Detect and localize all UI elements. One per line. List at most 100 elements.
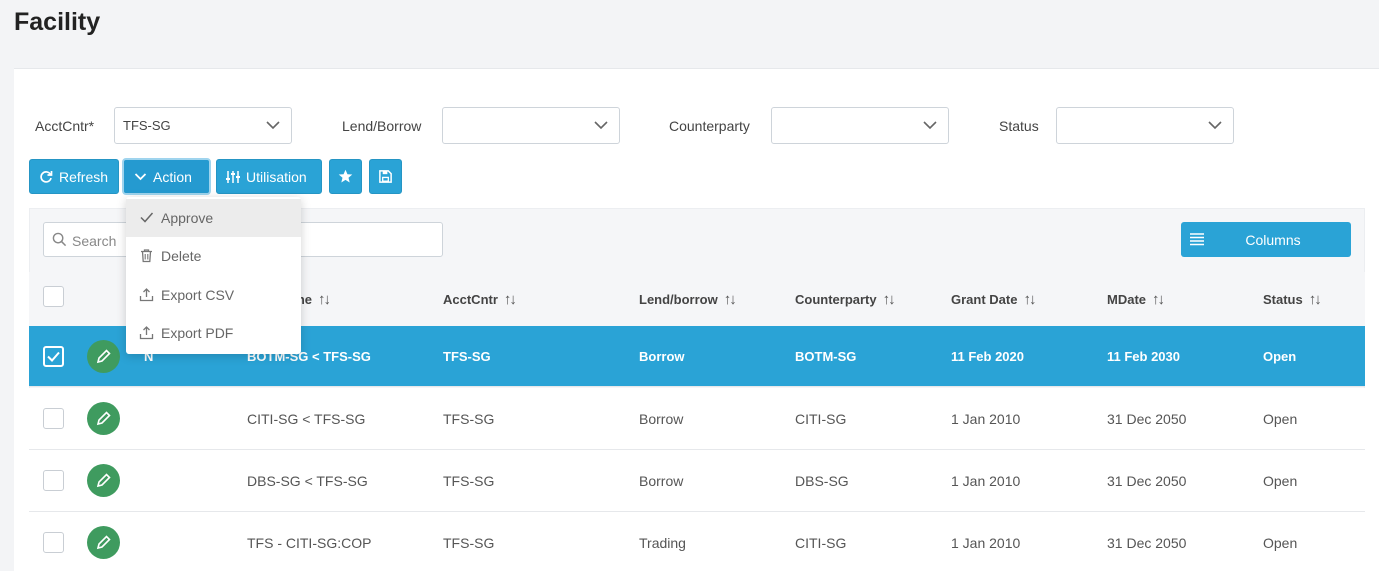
cell-acctcntr: TFS-SG — [443, 349, 491, 364]
menu-item-label: Export PDF — [161, 325, 234, 341]
column-header-acctcntr-label: AcctCntr — [443, 292, 498, 307]
row-checkbox[interactable] — [43, 408, 64, 429]
sort-icon: ↑↓ — [1308, 291, 1322, 308]
cell-counterparty: CITI-SG — [795, 411, 847, 427]
refresh-button[interactable]: Refresh — [29, 159, 119, 194]
cell-status: Open — [1263, 473, 1298, 489]
refresh-icon — [40, 170, 53, 183]
cell-grant-date: 11 Feb 2020 — [951, 349, 1024, 364]
chevron-down-icon — [923, 121, 937, 130]
upload-icon — [139, 326, 154, 340]
cell-status: Open — [1263, 349, 1297, 364]
sliders-icon — [226, 170, 240, 183]
columns-label: Columns — [1245, 232, 1301, 248]
column-header-lend-borrow[interactable]: Lend/borrow ↑↓ — [639, 291, 737, 308]
chevron-down-icon — [1208, 121, 1222, 130]
action-label: Action — [153, 168, 192, 185]
menu-item-delete[interactable]: Delete — [126, 237, 301, 275]
column-header-grant-date-label: Grant Date — [951, 292, 1018, 307]
column-header-mdate-label: MDate — [1107, 292, 1147, 307]
cell-lend-borrow: Borrow — [639, 411, 684, 427]
row-checkbox[interactable] — [43, 346, 64, 367]
cell-acctcntr: TFS-SG — [443, 411, 495, 427]
edit-button[interactable] — [87, 340, 120, 373]
search-placeholder: Search — [72, 233, 117, 249]
lend-borrow-label: Lend/Borrow — [342, 118, 422, 134]
cell-counterparty: DBS-SG — [795, 473, 849, 489]
cell-mdate: 31 Dec 2050 — [1107, 411, 1187, 427]
columns-button[interactable]: Columns — [1181, 222, 1351, 257]
column-header-lend-borrow-label: Lend/borrow — [639, 292, 718, 307]
table-row[interactable]: TFS - CITI-SG:COP TFS-SG Trading CITI-SG… — [29, 512, 1365, 571]
column-header-acctcntr[interactable]: AcctCntr ↑↓ — [443, 291, 517, 308]
cell-mdate: 11 Feb 2030 — [1107, 349, 1180, 364]
menu-item-label: Delete — [161, 248, 202, 264]
column-header-grant-date[interactable]: Grant Date ↑↓ — [951, 291, 1036, 308]
upload-icon — [139, 288, 154, 302]
row-checkbox[interactable] — [43, 532, 64, 553]
counterparty-select[interactable] — [771, 107, 949, 144]
check-icon — [47, 351, 60, 362]
cell-mdate: 31 Dec 2050 — [1107, 473, 1187, 489]
column-header-status[interactable]: Status ↑↓ — [1263, 291, 1322, 308]
acctcntr-label: AcctCntr* — [35, 118, 95, 134]
cell-status: Open — [1263, 411, 1298, 427]
cell-counterparty: CITI-SG — [795, 535, 847, 551]
menu-item-approve[interactable]: Approve — [126, 199, 301, 237]
edit-button[interactable] — [87, 526, 120, 559]
lend-borrow-select[interactable] — [442, 107, 620, 144]
sort-icon: ↑↓ — [723, 291, 737, 308]
pencil-icon — [96, 535, 111, 550]
cell-grant-date: 1 Jan 2010 — [951, 473, 1021, 489]
menu-item-export-csv[interactable]: Export CSV — [126, 276, 301, 314]
save-button[interactable] — [369, 159, 402, 194]
select-all-checkbox[interactable] — [43, 286, 64, 307]
menu-item-export-pdf[interactable]: Export PDF — [126, 314, 301, 352]
action-menu: Approve Delete Export CSV Export PDF — [126, 197, 301, 354]
acctcntr-select[interactable]: TFS-SG — [114, 107, 292, 144]
cell-acctcntr: TFS-SG — [443, 473, 495, 489]
cell-lend-borrow: Borrow — [639, 473, 684, 489]
status-label: Status — [999, 118, 1039, 134]
status-select[interactable] — [1056, 107, 1234, 144]
action-button[interactable]: Action — [122, 158, 211, 195]
row-checkbox[interactable] — [43, 470, 64, 491]
cell-lend-borrow: Borrow — [639, 349, 685, 364]
cell-name: DBS-SG < TFS-SG — [247, 473, 368, 489]
table-row[interactable]: DBS-SG < TFS-SG TFS-SG Borrow DBS-SG 1 J… — [29, 450, 1365, 512]
chevron-down-icon — [266, 121, 280, 130]
row-flag: N — [144, 349, 154, 364]
page-title: Facility — [14, 8, 101, 36]
check-icon — [140, 212, 154, 223]
column-header-counterparty-label: Counterparty — [795, 292, 877, 307]
column-header-counterparty[interactable]: Counterparty ↑↓ — [795, 291, 896, 308]
edit-button[interactable] — [87, 464, 120, 497]
sort-icon: ↑↓ — [882, 291, 896, 308]
chevron-down-icon — [594, 121, 608, 130]
menu-item-label: Export CSV — [161, 287, 235, 303]
cell-name: CITI-SG < TFS-SG — [247, 411, 366, 427]
list-icon — [1190, 233, 1204, 246]
sort-icon: ↑↓ — [318, 291, 331, 308]
utilisation-button[interactable]: Utilisation — [216, 159, 322, 194]
edit-button[interactable] — [87, 402, 120, 435]
cell-counterparty: BOTM-SG — [795, 349, 857, 364]
cell-mdate: 31 Dec 2050 — [1107, 535, 1187, 551]
cell-grant-date: 1 Jan 2010 — [951, 411, 1021, 427]
counterparty-label: Counterparty — [669, 118, 750, 134]
table-row[interactable]: CITI-SG < TFS-SG TFS-SG Borrow CITI-SG 1… — [29, 388, 1365, 450]
pencil-icon — [96, 411, 111, 426]
sort-icon: ↑↓ — [1023, 291, 1036, 308]
column-header-status-label: Status — [1263, 292, 1303, 307]
favorite-button[interactable] — [329, 159, 362, 194]
search-icon — [52, 232, 67, 247]
star-icon — [338, 169, 353, 183]
column-header-mdate[interactable]: MDate ↑↓ — [1107, 291, 1165, 308]
save-icon — [379, 170, 392, 183]
pencil-icon — [96, 473, 111, 488]
cell-lend-borrow: Trading — [639, 535, 686, 551]
utilisation-label: Utilisation — [246, 168, 307, 185]
cell-acctcntr: TFS-SG — [443, 535, 495, 551]
trash-icon — [141, 249, 152, 263]
menu-item-label: Approve — [161, 210, 214, 226]
